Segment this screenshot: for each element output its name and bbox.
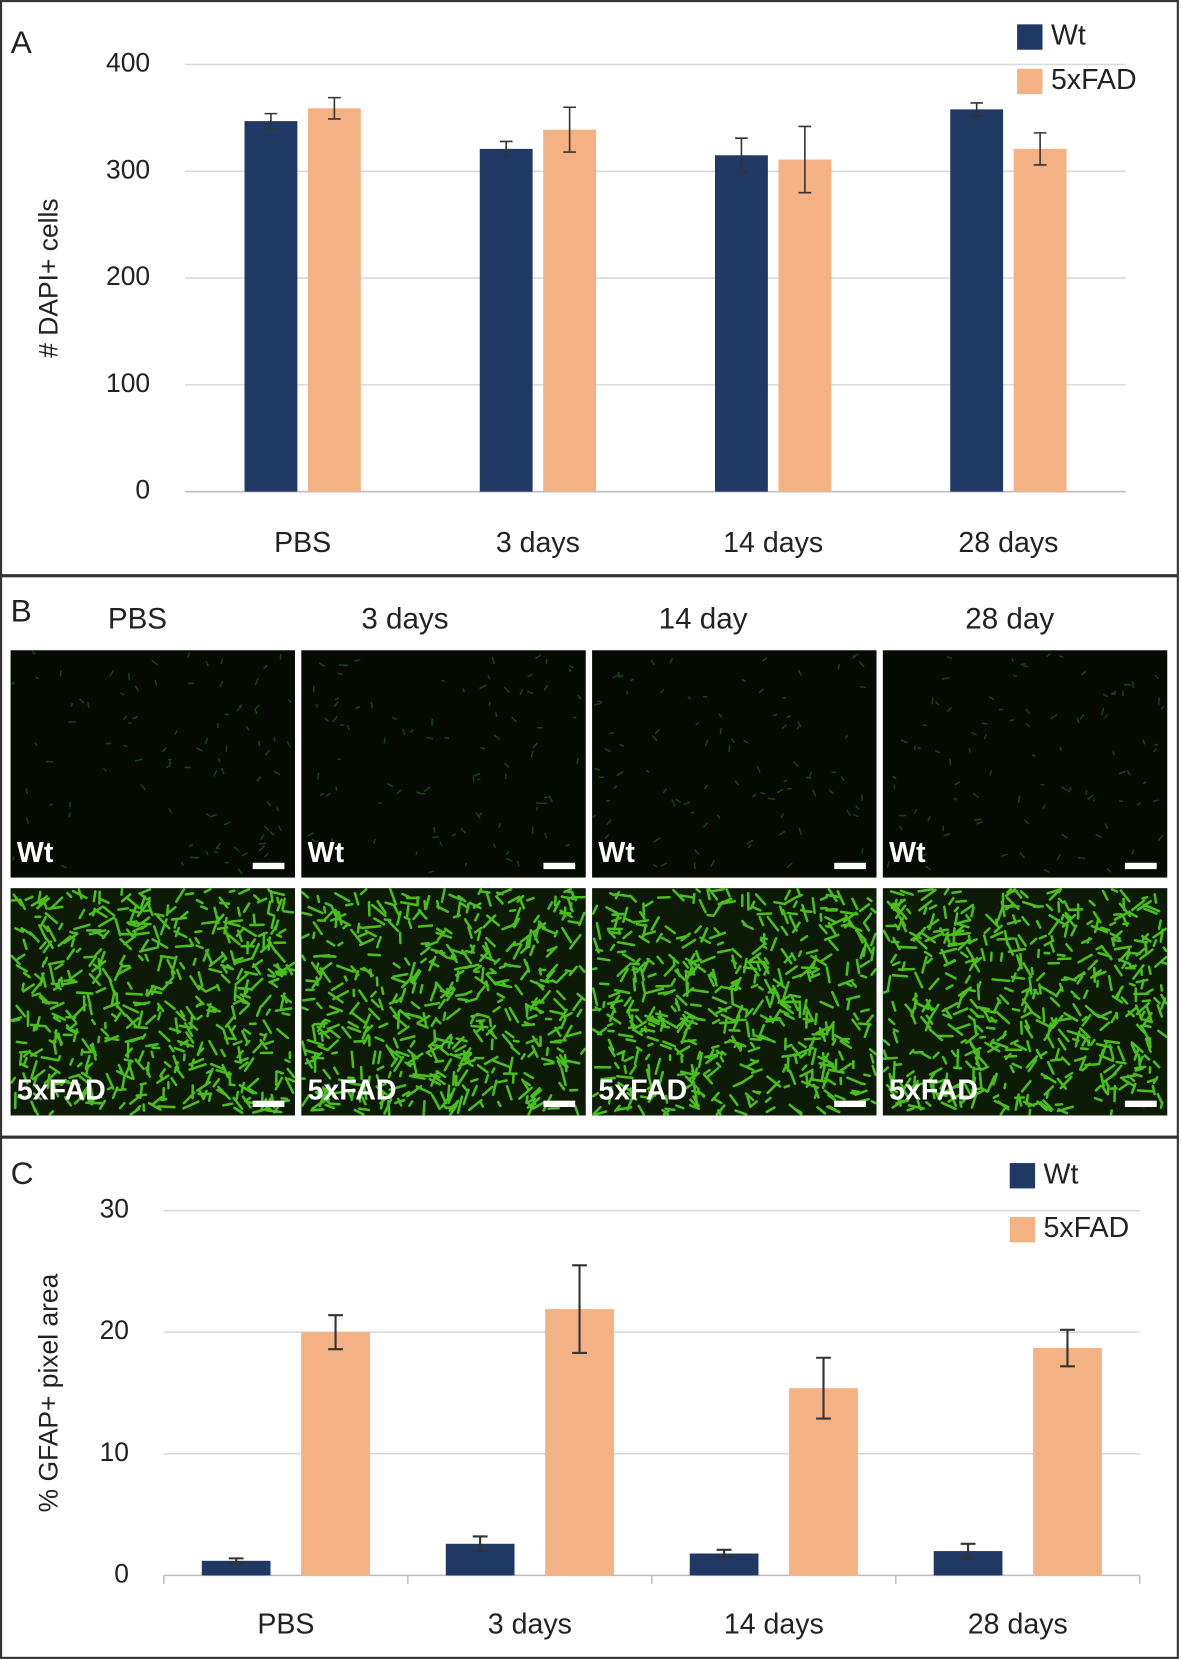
fluorescence [591, 887, 877, 1116]
panel-label: C [11, 1155, 34, 1191]
legend-label: Wt [1051, 20, 1086, 52]
error-bar [572, 1264, 587, 1354]
y-tick-label: 300 [106, 154, 150, 184]
column-header: 28 day [965, 602, 1054, 635]
scale-bar [834, 1100, 866, 1108]
micrograph [882, 650, 1168, 878]
legend-swatch [1009, 1216, 1036, 1243]
error-bar [970, 102, 984, 117]
error-bar [716, 1548, 732, 1559]
x-tick-label: 14 days [723, 527, 823, 559]
y-tick-label: 100 [106, 368, 150, 398]
x-tick-label: 14 days [724, 1609, 824, 1641]
row-label: Wt [17, 837, 54, 869]
bar [778, 159, 832, 492]
y-tick-label: 20 [100, 1315, 129, 1345]
y-tick-label: 0 [135, 475, 150, 505]
y-axis-label: # DAPI+ cells [34, 198, 64, 357]
panel-frame [0, 1136, 1179, 1659]
panel-label: A [11, 24, 33, 60]
bar [201, 1560, 271, 1576]
error-bar [472, 1535, 488, 1553]
error-bar [1060, 1328, 1075, 1368]
error-bar [735, 137, 748, 174]
error-bar [499, 140, 513, 158]
scale-bar [252, 862, 285, 870]
x-tick-label: 28 days [958, 527, 1058, 559]
x-tick-label: 3 days [496, 527, 580, 559]
fluorescence [10, 887, 296, 1116]
y-tick-label: 10 [100, 1437, 129, 1467]
error-bar [328, 1314, 343, 1351]
micrograph [301, 650, 586, 878]
panel-label: B [11, 593, 32, 629]
micrograph [592, 650, 877, 878]
scale-bar [543, 1100, 576, 1108]
column-header: PBS [108, 602, 167, 635]
row-label: 5xFAD [598, 1075, 687, 1107]
y-tick-label: 400 [106, 48, 150, 78]
y-axis-label: % GFAP+ pixel area [34, 1273, 64, 1512]
fluorescence [301, 887, 586, 1116]
bar [479, 148, 533, 492]
row-label: Wt [308, 837, 345, 869]
error-bar [328, 96, 341, 120]
x-tick-label: 3 days [488, 1609, 572, 1641]
bar [1033, 1348, 1102, 1576]
bar [244, 121, 298, 492]
scale-bar [543, 862, 576, 870]
row-label: Wt [889, 837, 926, 869]
bar [714, 155, 768, 492]
error-bar [264, 112, 278, 130]
scale-bar [1124, 1100, 1157, 1108]
column-header: 14 day [659, 602, 748, 635]
fluorescence [886, 653, 1165, 874]
x-tick-label: PBS [257, 1609, 314, 1641]
x-tick-label: 28 days [968, 1609, 1068, 1641]
column-header: 3 days [361, 602, 448, 635]
bar [1013, 148, 1067, 492]
legend-label: 5xFAD [1051, 64, 1137, 96]
bar [950, 109, 1004, 492]
micrograph [10, 650, 295, 878]
row-label: 5xFAD [889, 1075, 978, 1107]
scale-bar [834, 862, 866, 870]
y-tick-label: 200 [106, 261, 150, 291]
bar [543, 129, 597, 492]
error-bar [1033, 132, 1047, 166]
legend-label: 5xFAD [1044, 1212, 1130, 1244]
legend-label: Wt [1044, 1158, 1079, 1190]
legend-swatch [1017, 24, 1043, 50]
error-bar [816, 1356, 831, 1420]
error-bar [228, 1557, 244, 1565]
error-bar [798, 125, 812, 194]
row-label: 5xFAD [17, 1075, 106, 1107]
y-tick-label: 30 [100, 1194, 129, 1224]
error-bar [960, 1542, 976, 1560]
x-tick-label: PBS [274, 527, 331, 559]
bar [689, 1553, 759, 1576]
y-tick-label: 0 [114, 1558, 129, 1588]
scale-bar [252, 1100, 285, 1108]
fluorescence [307, 654, 582, 874]
scale-bar [1124, 862, 1157, 870]
bar [301, 1332, 370, 1576]
row-label: Wt [598, 837, 635, 869]
legend-swatch [1009, 1163, 1036, 1189]
bar [307, 108, 361, 492]
fluorescence [11, 650, 292, 875]
fluorescence [592, 653, 866, 870]
row-label: 5xFAD [308, 1075, 397, 1107]
legend-swatch [1017, 68, 1043, 95]
error-bar [563, 106, 576, 153]
fluorescence [882, 887, 1168, 1116]
